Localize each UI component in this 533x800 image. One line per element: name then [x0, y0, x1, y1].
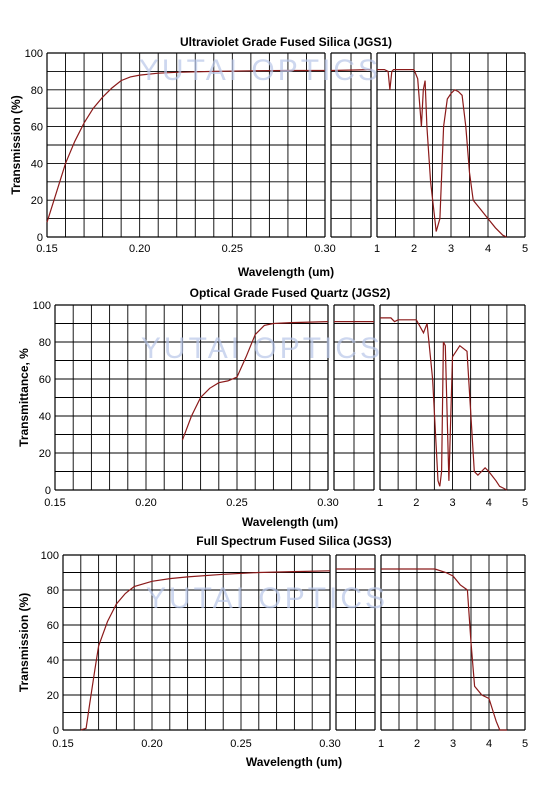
chart-2-panel-1-x-tick-label: 0.20	[135, 497, 156, 509]
chart-3-panel-3-x-tick-label: 5	[522, 738, 528, 750]
chart-2-watermark: YUTAI OPTICS	[141, 332, 383, 365]
chart-3-watermark: YUTAI OPTICS	[146, 582, 388, 615]
chart-3-y-tick-label: 60	[47, 620, 59, 632]
chart-2-y-tick-label: 80	[39, 337, 51, 349]
chart-2-panel-1-x-tick-label: 0.30	[317, 497, 338, 509]
chart-3-panel-2	[335, 554, 376, 731]
chart-3-panel-3-x-tick-label: 1	[378, 738, 384, 750]
chart-2-y-tick-label: 20	[39, 448, 51, 460]
chart-3-y-axis-label: Transmission (%)	[17, 593, 31, 692]
chart-1-panel-1	[46, 52, 326, 238]
chart-1-panel-2-transmission-curve	[330, 69, 372, 72]
chart-3-y-tick-label: 40	[47, 655, 59, 667]
chart-3-panel-3-x-tick-label: 3	[450, 738, 456, 750]
chart-1-panel-3-x-tick-label: 3	[448, 243, 454, 255]
chart-1-y-tick-label: 100	[25, 48, 43, 60]
chart-1-y-tick-label: 60	[31, 122, 43, 134]
chart-2-y-axis-label: Transmittance, %	[17, 348, 31, 447]
chart-2-y-tick-label: 0	[45, 485, 51, 497]
chart-2-y-tick-label: 100	[33, 300, 51, 312]
chart-1-panel-3-x-tick-label: 2	[411, 243, 417, 255]
chart-3-y-tick-label: 80	[47, 585, 59, 597]
chart-2-panel-3	[379, 304, 526, 491]
chart-2-panel-3-x-tick-label: 3	[449, 497, 455, 509]
chart-1-panel-3-x-tick-label: 4	[485, 243, 491, 255]
chart-3-panel-1	[62, 554, 331, 731]
chart-3-panel-1-transmission-curve	[80, 570, 331, 731]
chart-1-panel-1-transmission-curve	[46, 69, 325, 223]
chart-1-watermark: YUTAI OPTICS	[139, 54, 381, 87]
chart-1-y-axis-label: Transmission (%)	[9, 95, 23, 194]
chart-2-panel-3-transmission-curve	[380, 317, 508, 491]
chart-1-y-tick-label: 20	[31, 195, 43, 207]
chart-1-title: Ultraviolet Grade Fused Silica (JGS1)	[180, 35, 392, 49]
chart-3-y-tick-label: 0	[53, 725, 59, 737]
chart-1-y-tick-label: 0	[37, 232, 43, 244]
chart-2-x-axis-label: Wavelength (um)	[242, 515, 338, 529]
chart-2-title: Optical Grade Fused Quartz (JGS2)	[190, 286, 391, 300]
chart-2-panel-3-x-tick-label: 4	[486, 497, 492, 509]
chart-3-panel-3-x-tick-label: 2	[414, 738, 420, 750]
chart-3-title: Full Spectrum Fused Silica (JGS3)	[196, 534, 391, 548]
chart-2-panel-2	[333, 304, 375, 491]
chart-1-panel-1-x-tick-label: 0.30	[314, 243, 335, 255]
chart-1-panel-2	[330, 52, 372, 238]
chart-3-y-tick-label: 100	[41, 550, 59, 562]
chart-2-panel-1-x-tick-label: 0.25	[226, 497, 247, 509]
chart-3-x-axis-label: Wavelength (um)	[246, 755, 342, 769]
chart-3-panel-3-x-tick-label: 4	[486, 738, 492, 750]
chart-3-panel-3	[380, 554, 526, 731]
chart-3-panel-3-transmission-curve	[381, 568, 507, 731]
chart-1-panel-1-x-tick-label: 0.25	[222, 243, 243, 255]
chart-3-panel-1-x-tick-label: 0.25	[230, 738, 251, 750]
chart-3-y-tick-label: 20	[47, 690, 59, 702]
chart-1-panel-3-transmission-curve	[377, 68, 507, 238]
chart-3-panel-1-x-tick-label: 0.30	[319, 738, 340, 750]
chart-1-panel-3-x-tick-label: 1	[374, 243, 380, 255]
chart-2-panel-1-transmission-curve	[181, 321, 329, 441]
chart-2-panel-3-x-tick-label: 5	[522, 497, 528, 509]
chart-1-panel-1-x-tick-label: 0.20	[129, 243, 150, 255]
chart-1-y-tick-label: 80	[31, 85, 43, 97]
chart-2-panel-3-x-tick-label: 2	[413, 497, 419, 509]
chart-1-panel-3	[376, 52, 526, 238]
chart-1-y-tick-label: 40	[31, 158, 43, 170]
chart-3-panel-1-x-tick-label: 0.15	[52, 738, 73, 750]
chart-1-panel-1-x-tick-label: 0.15	[36, 243, 57, 255]
chart-2-y-tick-label: 40	[39, 411, 51, 423]
chart-1-panel-3-x-tick-label: 5	[522, 243, 528, 255]
chart-1-x-axis-label: Wavelength (um)	[238, 265, 334, 279]
chart-2-panel-1	[54, 304, 329, 491]
chart-2-y-tick-label: 60	[39, 374, 51, 386]
chart-2-panel-3-x-tick-label: 1	[377, 497, 383, 509]
chart-3-panel-1-x-tick-label: 0.20	[141, 738, 162, 750]
chart-2-panel-1-x-tick-label: 0.15	[44, 497, 65, 509]
